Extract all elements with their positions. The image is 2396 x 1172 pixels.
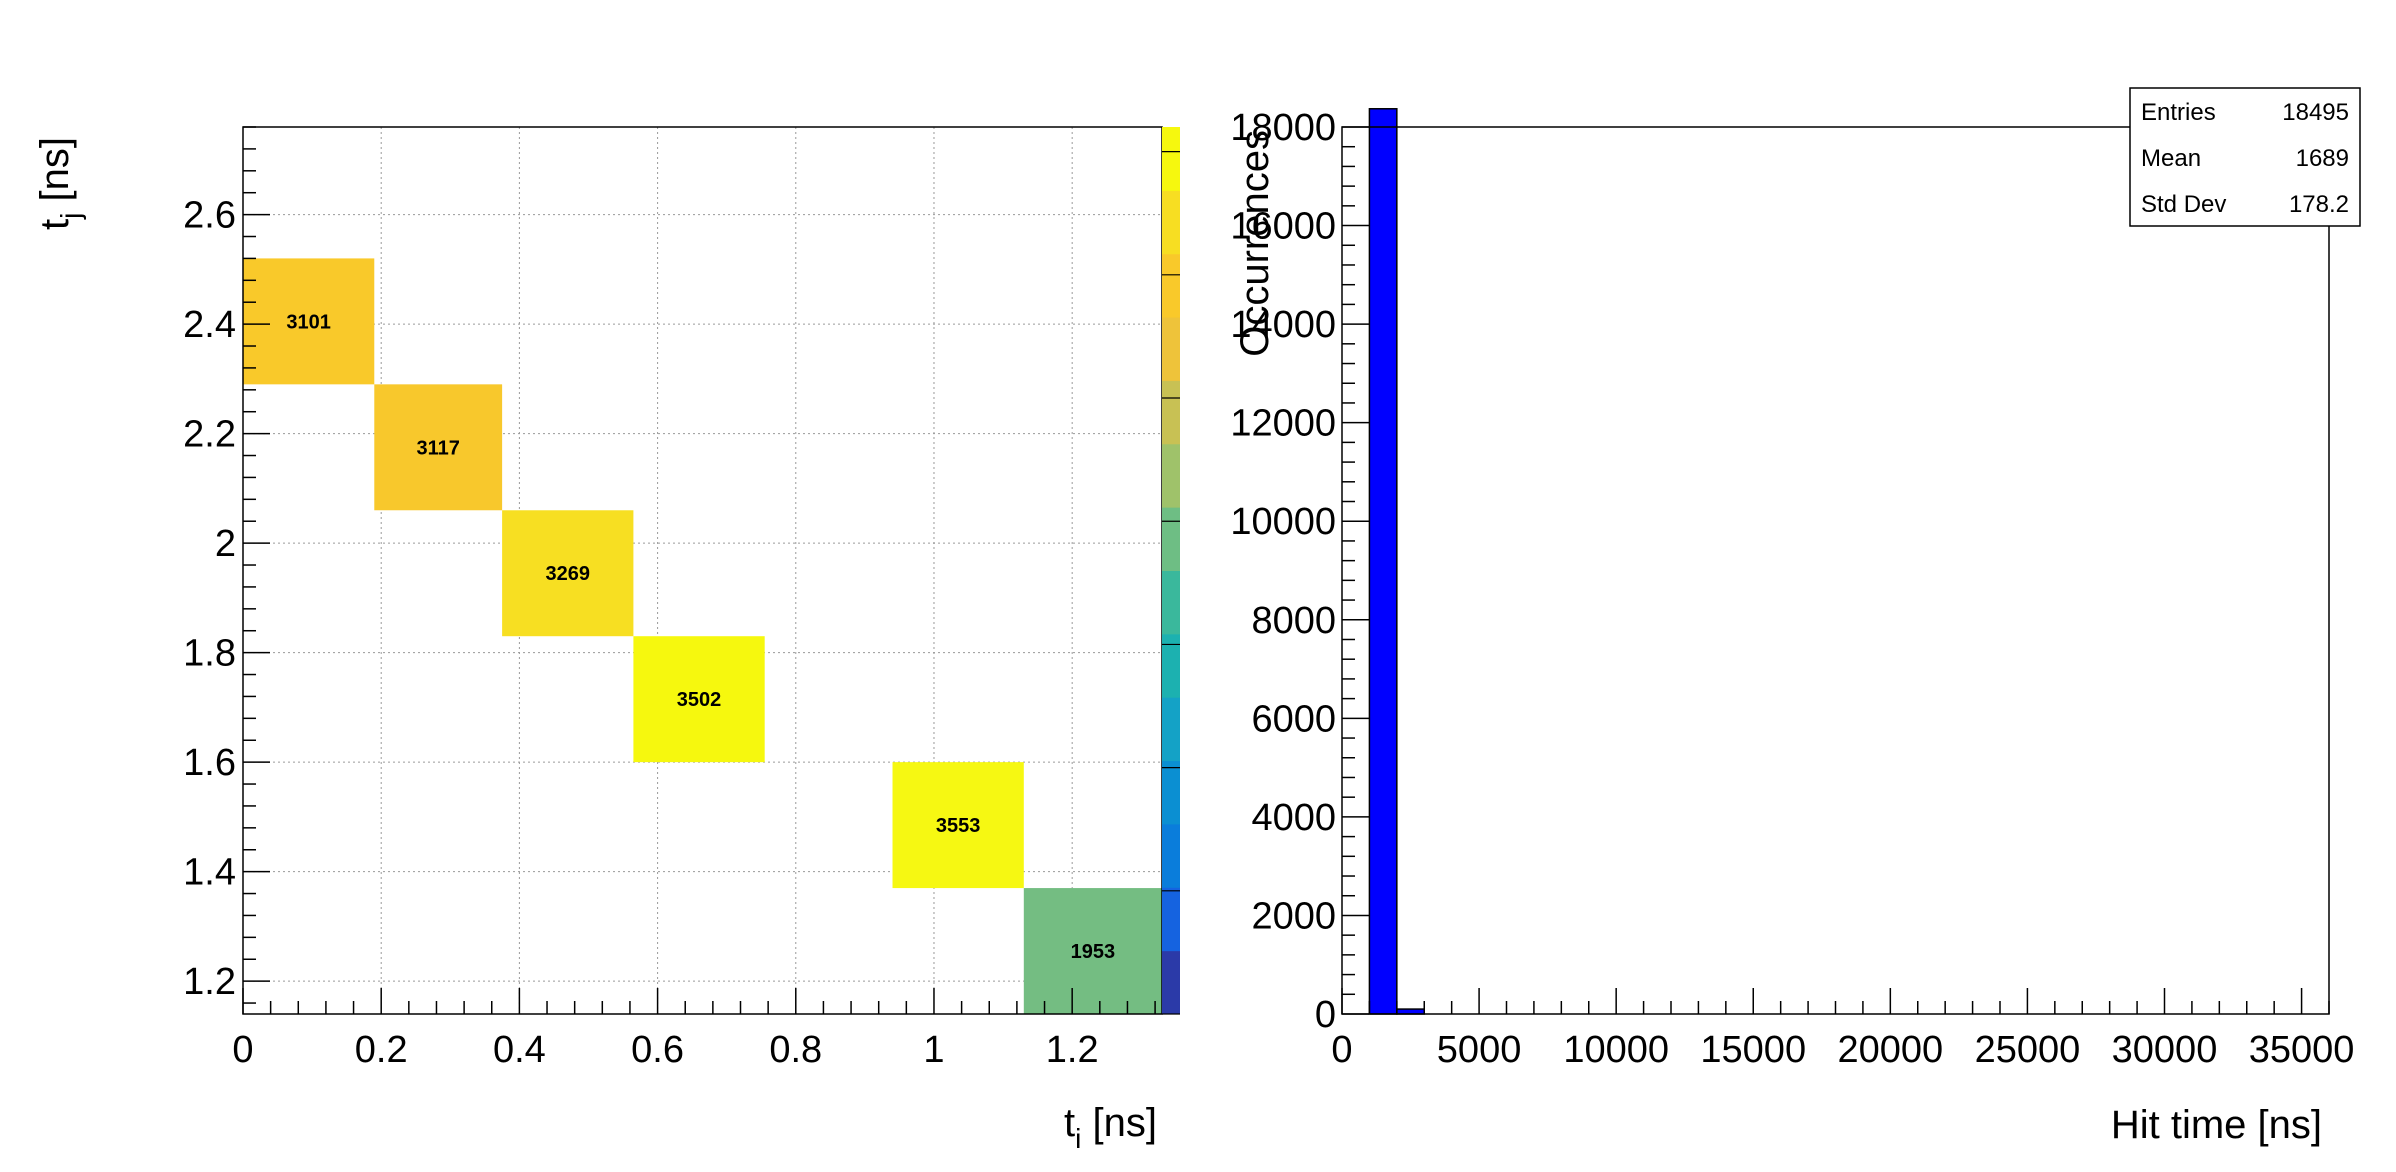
heatmap-cell-label: 1953 bbox=[1071, 941, 1116, 963]
heatmap-x-tick-label: 0.8 bbox=[769, 1029, 822, 1071]
heatmap-x-tick-label: 0 bbox=[232, 1029, 253, 1071]
histogram-bars bbox=[1368, 108, 1426, 1015]
histogram-x-tick-label: 30000 bbox=[2112, 1029, 2218, 1071]
heatmap-y-tick-label: 1.6 bbox=[183, 742, 236, 784]
heatmap-cell bbox=[502, 510, 634, 637]
heatmap-y-tick-label: 2 bbox=[215, 523, 236, 565]
heatmap-cell bbox=[633, 636, 765, 763]
heatmap-y-tick-label: 2.6 bbox=[183, 195, 236, 237]
heatmap-y-label: tj [ns] bbox=[33, 137, 86, 230]
heatmap-cells: 3101 3117 3269 3502 3553 1953 bbox=[243, 258, 1162, 1014]
histogram-x-tick-label: 25000 bbox=[1975, 1029, 2081, 1071]
histogram-frame bbox=[1341, 126, 2330, 1015]
heatmap-colorbar bbox=[1162, 127, 1180, 1015]
colorbar-segment bbox=[1162, 697, 1180, 762]
heatmap-x-tick-label: 0.2 bbox=[355, 1029, 408, 1071]
colorbar-segment bbox=[1162, 380, 1180, 445]
heatmap-x-label: ti [ns] bbox=[1064, 1101, 1157, 1154]
histogram-bar bbox=[1368, 108, 1398, 1015]
colorbar-segment bbox=[1162, 127, 1180, 191]
stats-box-frame bbox=[2129, 87, 2361, 227]
colorbar-segment bbox=[1162, 570, 1180, 635]
heatmap-x-tick-label: 0.6 bbox=[631, 1029, 684, 1071]
colorbar-segment bbox=[1162, 190, 1180, 255]
histogram-x-tick-label: 20000 bbox=[1837, 1029, 1943, 1071]
colorbar-segment bbox=[1162, 317, 1180, 381]
histogram-y-tick-label: 8000 bbox=[1251, 600, 1336, 642]
heatmap-cell-label: 3101 bbox=[286, 311, 331, 333]
histogram-y-tick-label: 18000 bbox=[1230, 107, 1336, 149]
heatmap-y-tick-label: 2.2 bbox=[183, 414, 236, 456]
histogram-y-tick-label: 0 bbox=[1315, 994, 1336, 1036]
heatmap-panel: 3101 3117 3269 3502 3553 1953 0 0.2 0.4 0.6 0.8 1 1… bbox=[33, 126, 1180, 1154]
histogram-x-label: Hit time [ns] bbox=[2111, 1103, 2322, 1147]
heatmap-frame bbox=[242, 126, 1163, 1015]
histogram-x-tick-label: 35000 bbox=[2249, 1029, 2355, 1071]
heatmap-cell-label: 3553 bbox=[936, 815, 981, 837]
histogram-y-tick-label: 10000 bbox=[1230, 501, 1336, 543]
stats-mean-value: 1689 bbox=[2296, 145, 2349, 172]
heatmap-cell-label: 3269 bbox=[546, 563, 591, 585]
heatmap-y-tick-label: 2.4 bbox=[183, 304, 236, 346]
colorbar-segment bbox=[1162, 760, 1180, 825]
heatmap-x-tick-label: 0.4 bbox=[493, 1029, 546, 1071]
histogram-x-tick-label: 10000 bbox=[1563, 1029, 1669, 1071]
stats-mean-label: Mean bbox=[2141, 145, 2201, 172]
histogram-y-tick-label: 4000 bbox=[1251, 797, 1336, 839]
stats-stddev-label: Std Dev bbox=[2141, 191, 2226, 218]
colorbar-segment bbox=[1162, 253, 1180, 318]
histogram-x-tick-label: 0 bbox=[1331, 1029, 1352, 1071]
heatmap-y-tick-label: 1.8 bbox=[183, 633, 236, 675]
heatmap-cell bbox=[1023, 888, 1162, 1014]
histogram-y-label: Occurrences bbox=[1233, 130, 1277, 357]
histogram-y-tick-label: 2000 bbox=[1251, 895, 1336, 937]
histogram-y-tick-label: 6000 bbox=[1251, 698, 1336, 740]
histogram-y-tick-label: 14000 bbox=[1230, 304, 1336, 346]
histogram-x-tick-label: 15000 bbox=[1700, 1029, 1806, 1071]
histogram-y-tick-label: 12000 bbox=[1230, 403, 1336, 445]
heatmap-ticks: 0 0.2 0.4 0.6 0.8 1 1.2 1.2 1.4 1.6 1.8 2 2.2 2.4 2.6 bbox=[183, 126, 1156, 1071]
colorbar-segment bbox=[1162, 443, 1180, 508]
stats-box: Entries 18495 Mean 1689 Std Dev 178.2 bbox=[2129, 87, 2361, 227]
stats-stddev-value: 178.2 bbox=[2289, 191, 2349, 218]
colorbar-segment bbox=[1162, 950, 1180, 1015]
histogram-panel: 0 5000 10000 15000 20000 25000 30000 35000 0 2000… bbox=[1230, 87, 2361, 1147]
heatmap-cell bbox=[374, 384, 503, 511]
stats-entries-value: 18495 bbox=[2282, 99, 2349, 126]
histogram-y-tick-label: 16000 bbox=[1230, 206, 1336, 248]
histogram-ticks: 0 5000 10000 15000 20000 25000 30000 35000 0 2000… bbox=[1230, 107, 2354, 1071]
heatmap-cell-label: 3117 bbox=[417, 437, 460, 459]
heatmap-x-tick-label: 1.2 bbox=[1046, 1029, 1099, 1071]
heatmap-cell-label: 3502 bbox=[677, 689, 722, 711]
heatmap-cell bbox=[243, 258, 375, 385]
colorbar-segment bbox=[1162, 823, 1180, 888]
heatmap-cell bbox=[892, 762, 1024, 889]
heatmap-grid bbox=[242, 127, 1162, 1014]
colorbar-segment bbox=[1162, 507, 1180, 571]
colorbar-segment bbox=[1162, 633, 1180, 698]
heatmap-x-tick-label: 1 bbox=[923, 1029, 944, 1071]
stats-entries-label: Entries bbox=[2141, 99, 2216, 126]
heatmap-y-tick-label: 1.2 bbox=[183, 961, 236, 1003]
histogram-x-tick-label: 5000 bbox=[1437, 1029, 1522, 1071]
colorbar-segment bbox=[1162, 887, 1180, 952]
heatmap-y-tick-label: 1.4 bbox=[183, 852, 236, 894]
